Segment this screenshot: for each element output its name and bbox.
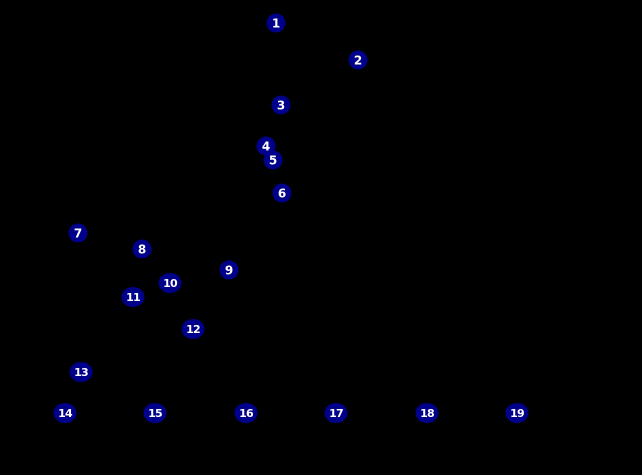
som-marker-5[interactable]: 5 — [263, 150, 283, 170]
som-marker-11[interactable]: 11 — [121, 287, 145, 307]
som-marker-18[interactable]: 18 — [415, 403, 439, 423]
som-marker-7[interactable]: 7 — [68, 223, 88, 243]
som-marker-16[interactable]: 16 — [234, 403, 258, 423]
som-marker-12[interactable]: 12 — [181, 319, 205, 339]
som-marker-9[interactable]: 9 — [219, 260, 239, 280]
som-marker-19[interactable]: 19 — [505, 403, 529, 423]
som-marker-14[interactable]: 14 — [53, 403, 77, 423]
som-marker-15[interactable]: 15 — [143, 403, 167, 423]
som-marker-2[interactable]: 2 — [348, 50, 368, 70]
som-marker-6[interactable]: 6 — [272, 183, 292, 203]
som-marker-3[interactable]: 3 — [271, 95, 291, 115]
som-marker-10[interactable]: 10 — [158, 273, 182, 293]
som-marker-1[interactable]: 1 — [266, 13, 286, 33]
som-marker-13[interactable]: 13 — [69, 362, 93, 382]
som-marker-8[interactable]: 8 — [132, 239, 152, 259]
som-marker-17[interactable]: 17 — [324, 403, 348, 423]
